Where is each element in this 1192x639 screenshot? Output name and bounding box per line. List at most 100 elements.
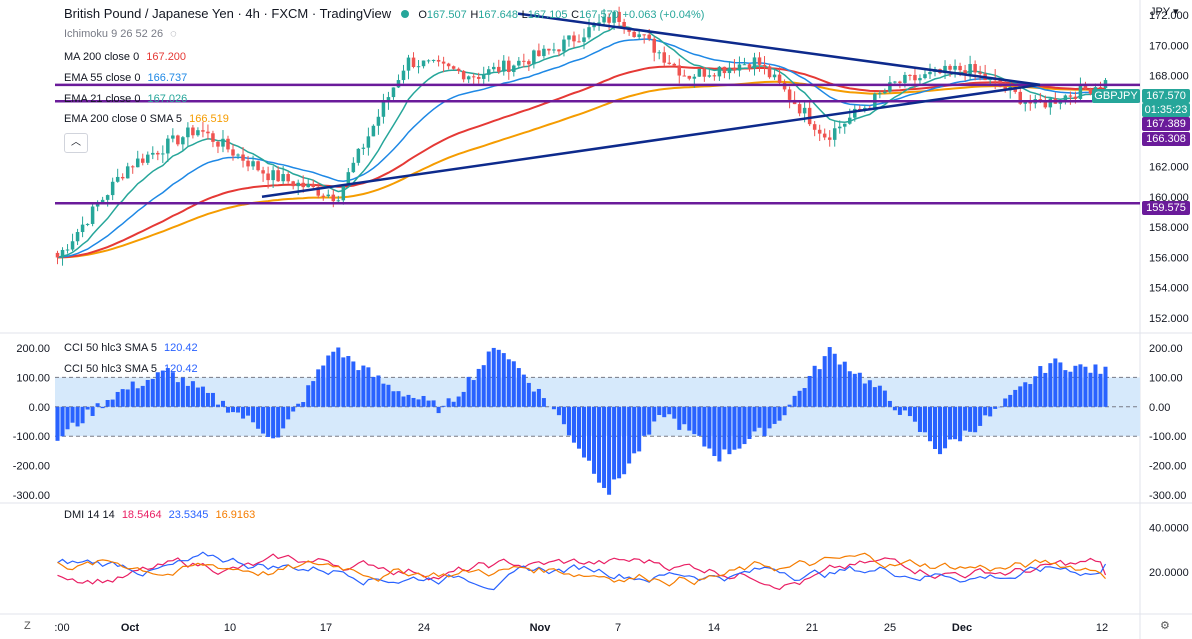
candle-body bbox=[211, 133, 215, 142]
cci-bar bbox=[276, 406, 281, 438]
cci-bar bbox=[622, 406, 627, 475]
settings-gear-icon[interactable]: ⚙ bbox=[1160, 620, 1170, 632]
candle-body bbox=[256, 161, 260, 171]
candle-body bbox=[928, 71, 932, 75]
ma200-label: MA 200 close 0 bbox=[64, 51, 140, 63]
upper-trend-line bbox=[517, 12, 1041, 87]
cci-bar bbox=[351, 361, 356, 407]
cci-bar bbox=[662, 406, 667, 418]
price-axis-tick: 160.000 bbox=[1149, 192, 1189, 204]
currency-menu[interactable]: JPY ▾ bbox=[1150, 6, 1179, 18]
dmi-minus-value: 23.5345 bbox=[168, 509, 209, 521]
cci-bar bbox=[752, 406, 757, 432]
cci-bar bbox=[717, 406, 722, 462]
cci-bar bbox=[677, 406, 682, 430]
legend-ema21[interactable]: EMA 21 close 0 167.026 bbox=[64, 93, 191, 105]
cci-bar bbox=[541, 398, 546, 407]
cci-bar bbox=[531, 391, 536, 407]
candle-body bbox=[888, 82, 892, 92]
candle-body bbox=[502, 60, 506, 72]
cci-bar bbox=[667, 406, 672, 415]
cci-label: CCI 50 hlc3 SMA 5 bbox=[64, 342, 157, 354]
cci-panel bbox=[55, 347, 1140, 495]
candle-body bbox=[371, 125, 376, 137]
legend-cci-2[interactable]: CCI 50 hlc3 SMA 5 120.42 bbox=[64, 363, 202, 375]
candle-body bbox=[732, 67, 737, 71]
cci-bar bbox=[597, 406, 602, 483]
cci-bar bbox=[907, 406, 912, 417]
cci-bar bbox=[897, 406, 902, 415]
eye-off-icon[interactable]: ◌ bbox=[170, 28, 177, 40]
cci-bar bbox=[65, 406, 70, 430]
cci-bar bbox=[837, 364, 842, 407]
cci-bar bbox=[441, 405, 446, 407]
collapse-legend-button[interactable]: ︿ bbox=[64, 133, 88, 153]
ohlc-low: 167.105 bbox=[527, 9, 568, 21]
candle-body bbox=[140, 158, 145, 163]
ema55-line bbox=[57, 38, 1106, 259]
candle-body bbox=[1063, 95, 1068, 102]
cci-axis-tick-left: -200.00 bbox=[13, 461, 50, 473]
cci-bar bbox=[1103, 366, 1108, 407]
candle-body bbox=[95, 203, 100, 207]
candle-body bbox=[466, 76, 471, 80]
legend-ema200[interactable]: EMA 200 close 0 SMA 5 166.519 bbox=[64, 113, 233, 125]
candle-body bbox=[807, 107, 812, 125]
candle-body bbox=[883, 91, 887, 94]
cci-bar bbox=[642, 406, 647, 436]
cci-bar bbox=[376, 375, 381, 407]
candle-body bbox=[321, 195, 326, 197]
candle-body bbox=[186, 127, 190, 138]
legend-ma200[interactable]: MA 200 close 0 167.200 bbox=[64, 51, 190, 63]
cci-bar bbox=[1088, 372, 1093, 407]
candle-body bbox=[105, 195, 110, 200]
time-axis-tick: 21 bbox=[806, 622, 818, 634]
legend-ema55[interactable]: EMA 55 close 0 166.737 bbox=[64, 72, 191, 84]
candle-body bbox=[898, 81, 902, 83]
ohlc-close: 167.570 bbox=[579, 9, 619, 21]
ema21-line bbox=[57, 25, 1106, 259]
legend-dmi[interactable]: DMI 14 14 18.5464 23.5345 16.9163 bbox=[64, 509, 259, 521]
cci-bar bbox=[682, 406, 687, 425]
cci-bar bbox=[511, 361, 516, 407]
cci-bar bbox=[587, 406, 592, 461]
cci-bar bbox=[391, 391, 396, 407]
price-axis-tick: 152.000 bbox=[1149, 313, 1189, 325]
cci-value-2: 120.42 bbox=[164, 363, 198, 375]
cci-label-2: CCI 50 hlc3 SMA 5 bbox=[64, 363, 157, 375]
cci-bar bbox=[476, 368, 481, 407]
countdown-tag: 01:35:23 bbox=[1142, 103, 1190, 117]
cci-bar bbox=[401, 396, 406, 407]
cci-bar bbox=[607, 406, 612, 495]
candle-body bbox=[426, 60, 431, 62]
cci-bar bbox=[256, 406, 261, 429]
cci-bar bbox=[687, 406, 692, 431]
symbol-title[interactable]: British Pound / Japanese Yen · 4h · FXCM… bbox=[64, 6, 392, 21]
legend-cci[interactable]: CCI 50 hlc3 SMA 5 120.42 bbox=[64, 342, 202, 354]
cci-bar bbox=[1028, 384, 1033, 407]
legend-ichimoku[interactable]: Ichimoku 9 26 52 26 ◌ bbox=[64, 28, 181, 40]
cci-bar bbox=[842, 361, 847, 407]
cci-bar bbox=[953, 406, 958, 440]
cci-bar bbox=[60, 406, 65, 437]
axes: 172.000170.000168.000166.000164.000162.0… bbox=[13, 10, 1189, 634]
cci-bar bbox=[115, 391, 120, 407]
cci-bar bbox=[712, 406, 717, 457]
last-price-tag: 167.570 bbox=[1142, 89, 1190, 103]
currency-label: JPY bbox=[1150, 6, 1170, 18]
cci-bar bbox=[747, 406, 752, 439]
cci-bar bbox=[306, 385, 311, 407]
cci-bar bbox=[1098, 373, 1103, 407]
zoom-icon[interactable]: Z bbox=[24, 620, 31, 632]
candle-body bbox=[471, 76, 476, 78]
price-panel bbox=[55, 6, 1140, 266]
candle-body bbox=[742, 64, 747, 66]
level2-tag: 166.308 bbox=[1142, 132, 1190, 146]
cci-bar bbox=[887, 400, 892, 407]
candle-body bbox=[80, 224, 85, 233]
candle-body bbox=[822, 133, 827, 138]
candle-body bbox=[797, 104, 802, 114]
cci-bar bbox=[421, 395, 426, 407]
candle-body bbox=[486, 69, 491, 75]
